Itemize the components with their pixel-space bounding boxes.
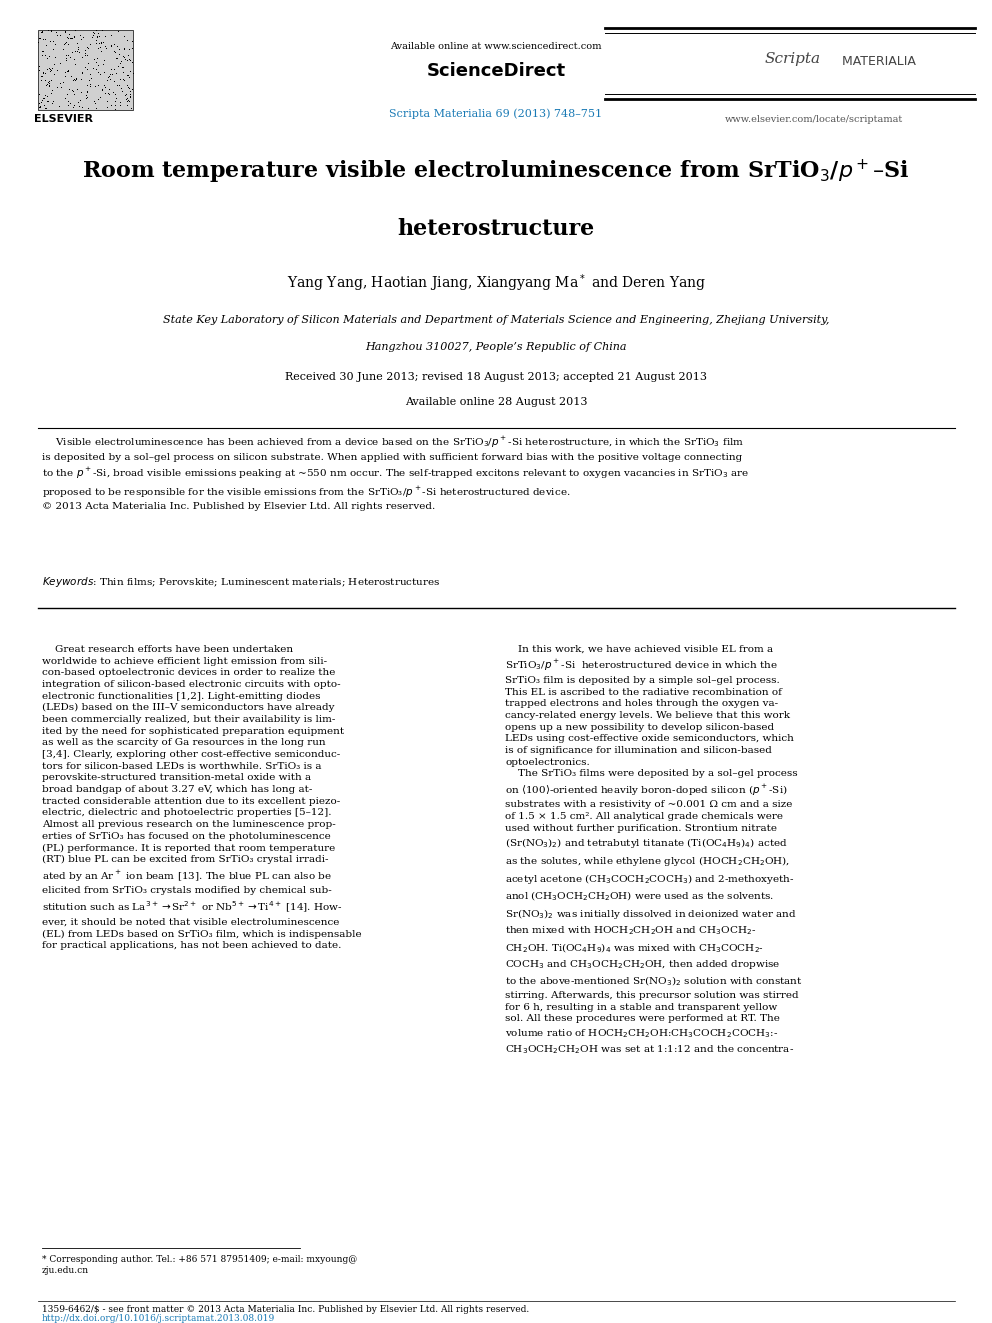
Text: Scripta Materialia 69 (2013) 748–751: Scripta Materialia 69 (2013) 748–751 xyxy=(390,108,602,119)
Text: MATERIALIA: MATERIALIA xyxy=(838,56,916,67)
Text: Yang Yang, Haotian Jiang, Xiangyang Ma$^*$ and Deren Yang: Yang Yang, Haotian Jiang, Xiangyang Ma$^… xyxy=(287,273,705,294)
Text: Hangzhou 310027, People’s Republic of China: Hangzhou 310027, People’s Republic of Ch… xyxy=(365,343,627,352)
Text: Great research efforts have been undertaken
worldwide to achieve efficient light: Great research efforts have been underta… xyxy=(42,646,362,950)
FancyBboxPatch shape xyxy=(38,30,133,110)
Text: * Corresponding author. Tel.: +86 571 87951409; e-mail: mxyoung@
zju.edu.cn: * Corresponding author. Tel.: +86 571 87… xyxy=(42,1256,357,1275)
Text: Available online 28 August 2013: Available online 28 August 2013 xyxy=(405,397,587,407)
Text: In this work, we have achieved visible EL from a
SrTiO$_3$/$p^+$-Si  heterostruc: In this work, we have achieved visible E… xyxy=(505,646,803,1056)
Text: 1359-6462/$ - see front matter © 2013 Acta Materialia Inc. Published by Elsevier: 1359-6462/$ - see front matter © 2013 Ac… xyxy=(42,1304,530,1314)
Text: Received 30 June 2013; revised 18 August 2013; accepted 21 August 2013: Received 30 June 2013; revised 18 August… xyxy=(285,372,707,382)
Text: http://dx.doi.org/10.1016/j.scriptamat.2013.08.019: http://dx.doi.org/10.1016/j.scriptamat.2… xyxy=(42,1314,275,1323)
Text: $\it{Keywords}$: Thin films; Perovskite; Luminescent materials; Heterostructures: $\it{Keywords}$: Thin films; Perovskite;… xyxy=(42,576,440,589)
Text: Room temperature visible electroluminescence from SrTiO$_3$/$\it{p}$$^+$–Si: Room temperature visible electroluminesc… xyxy=(82,157,910,187)
Text: Available online at www.sciencedirect.com: Available online at www.sciencedirect.co… xyxy=(390,42,602,52)
Text: heterostructure: heterostructure xyxy=(398,218,594,239)
Text: www.elsevier.com/locate/scriptamat: www.elsevier.com/locate/scriptamat xyxy=(725,115,904,124)
Text: Scripta: Scripta xyxy=(765,52,821,66)
Text: ScienceDirect: ScienceDirect xyxy=(427,62,565,79)
Text: ELSEVIER: ELSEVIER xyxy=(34,114,92,124)
Text: Visible electroluminescence has been achieved from a device based on the SrTiO$_: Visible electroluminescence has been ach… xyxy=(42,435,749,511)
Text: State Key Laboratory of Silicon Materials and Department of Materials Science an: State Key Laboratory of Silicon Material… xyxy=(163,315,829,325)
